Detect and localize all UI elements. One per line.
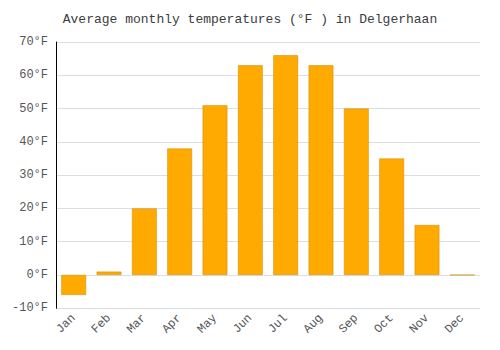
svg-text:50°F: 50°F: [19, 102, 48, 116]
svg-text:Average monthly temperatures (: Average monthly temperatures (°F ) in De…: [63, 12, 437, 27]
svg-text:Jan: Jan: [53, 311, 78, 336]
svg-text:0°F: 0°F: [26, 268, 48, 282]
svg-text:20°F: 20°F: [19, 201, 48, 215]
svg-text:Feb: Feb: [89, 311, 114, 336]
svg-text:Nov: Nov: [407, 311, 432, 336]
svg-text:Jun: Jun: [230, 311, 255, 336]
svg-text:-10°F: -10°F: [12, 301, 48, 315]
svg-text:40°F: 40°F: [19, 135, 48, 149]
svg-text:Mar: Mar: [124, 311, 149, 336]
svg-text:May: May: [195, 311, 220, 336]
svg-text:Dec: Dec: [442, 311, 467, 336]
svg-text:30°F: 30°F: [19, 168, 48, 182]
svg-text:70°F: 70°F: [19, 35, 48, 49]
svg-text:Apr: Apr: [159, 311, 184, 336]
svg-text:60°F: 60°F: [19, 68, 48, 82]
svg-text:10°F: 10°F: [19, 235, 48, 249]
svg-text:Sep: Sep: [336, 311, 361, 336]
svg-text:Oct: Oct: [371, 311, 396, 336]
svg-text:Aug: Aug: [301, 311, 326, 336]
svg-text:Jul: Jul: [265, 311, 290, 336]
